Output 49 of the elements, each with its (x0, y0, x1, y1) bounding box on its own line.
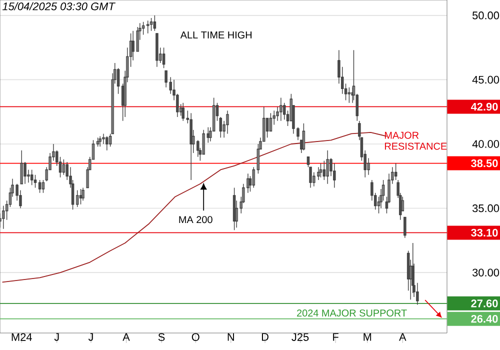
y-tick-label: 30.00 (472, 268, 500, 276)
x-tick-label: F (333, 333, 338, 341)
annotation: MA 200 (179, 216, 212, 224)
candlestick (79, 188, 82, 205)
candlestick (20, 150, 23, 184)
annotation: 15/04/2025 03:30 GMT (2, 2, 116, 10)
candlestick (82, 187, 84, 201)
x-tick-label: A (399, 333, 406, 341)
candlestick (280, 97, 282, 122)
candlestick (150, 18, 153, 32)
x-tick-label: M (364, 333, 372, 341)
y-tick-label: 40.00 (472, 140, 500, 148)
x-tick-label: J (88, 333, 93, 341)
candlestick (96, 137, 100, 147)
ref-line-label: 26.40 (471, 314, 498, 323)
y-tick-label: 50.00 (472, 12, 500, 20)
x-tick-label: S (158, 333, 165, 341)
ref-line-label: 38.50 (471, 159, 498, 168)
annotation: ALL TIME HIGH (180, 31, 252, 38)
x-tick-label: D (262, 333, 268, 341)
candlestick (196, 140, 200, 158)
candlestick (30, 169, 34, 186)
candlestick (38, 180, 42, 194)
ref-line-label: 42.90 (470, 102, 498, 111)
annotation: MAJOR RESISTANCE (384, 132, 447, 150)
x-tick-label: N (228, 333, 234, 341)
candlestick (404, 216, 406, 238)
candlestick (146, 20, 150, 34)
candlestick (394, 162, 398, 180)
candlestick (319, 162, 322, 178)
candlestick (190, 112, 192, 180)
x-tick-label: J25 (292, 333, 309, 341)
x-tick-label: J (54, 333, 59, 341)
y-tick-label: 45.00 (472, 76, 500, 84)
x-tick-label: O (192, 333, 200, 341)
candlestick (156, 33, 158, 68)
candlestick (326, 150, 329, 184)
candlestick (106, 136, 108, 151)
candlestick (42, 180, 45, 194)
y-tick-label: 35.00 (472, 204, 500, 212)
x-tick-label: M24 (12, 333, 32, 341)
ref-line-label: 33.10 (471, 228, 498, 237)
candlestick (98, 136, 102, 147)
annotation: 2024 MAJOR SUPPORT (297, 309, 407, 317)
ref-line-label: 27.60 (471, 300, 498, 308)
candlestick (226, 110, 229, 134)
x-tick-label: A (122, 333, 130, 341)
candlestick (309, 166, 312, 188)
candlestick (348, 87, 351, 104)
